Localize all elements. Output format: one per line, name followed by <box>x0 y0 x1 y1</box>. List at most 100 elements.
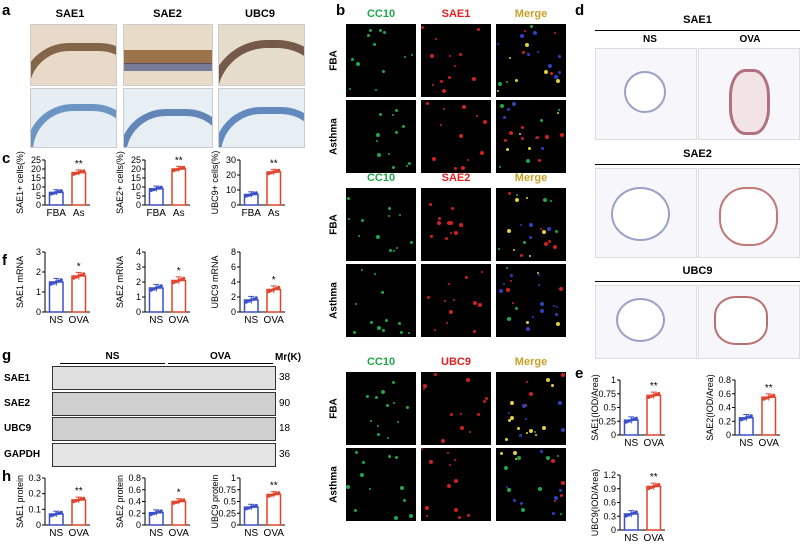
y-tick-label: 25 <box>131 155 141 165</box>
category-label: NS <box>244 528 258 539</box>
y-tick-label: 25 <box>31 155 41 165</box>
fluorescence-image <box>496 188 566 261</box>
y-tick-label: 0 <box>726 430 731 440</box>
y-tick-label: 30 <box>226 155 236 165</box>
data-point <box>57 511 61 515</box>
category-label: OVA <box>264 315 285 326</box>
fluorescence-image <box>421 264 491 337</box>
bar <box>761 396 777 436</box>
ihc-header-sae2: SAE2 <box>153 8 182 20</box>
y-tick-label: 6 <box>231 262 236 272</box>
panel-label-h: h <box>2 468 12 485</box>
y-tick-label: 0.3 <box>28 473 41 483</box>
data-point <box>177 499 181 504</box>
fluorescence-image <box>496 24 566 97</box>
significance-label: * <box>272 275 276 286</box>
y-tick-label: 0 <box>136 520 141 530</box>
channel-header: UBC9 <box>441 356 471 368</box>
data-point <box>654 483 658 488</box>
data-point <box>749 414 753 418</box>
data-point <box>157 285 161 289</box>
ihc-header-ubc9: UBC9 <box>245 8 275 20</box>
y-tick-label: 3 <box>136 262 141 272</box>
blot-band <box>52 417 276 441</box>
fluorescence-image <box>421 448 491 521</box>
y-axis-label: SAE1(IOD/Area) <box>590 374 600 441</box>
category-label: FBA <box>47 208 67 219</box>
ihc-image <box>218 24 305 86</box>
data-point <box>657 482 661 487</box>
data-point <box>254 296 258 300</box>
section-title-ubc9: UBC9 <box>682 265 713 277</box>
divider <box>595 281 800 282</box>
y-tick-label: 1 <box>136 292 141 302</box>
category-label: NS <box>739 438 753 449</box>
data-point <box>634 416 638 420</box>
y-tick-label: 10 <box>131 182 141 192</box>
y-tick-label: 0 <box>231 307 236 317</box>
fluorescence-image <box>346 100 416 173</box>
data-point <box>177 167 181 171</box>
ihc-header-sae1: SAE1 <box>55 8 85 20</box>
fluorescence-image <box>421 372 491 445</box>
category-label: NS <box>624 438 638 449</box>
data-point <box>154 187 158 191</box>
band-label: GAPDH <box>4 449 41 460</box>
data-point <box>267 172 271 176</box>
fluorescence-image <box>421 24 491 97</box>
fluorescence-image <box>346 448 416 521</box>
data-point <box>72 276 76 280</box>
y-tick-label: 20 <box>226 170 236 180</box>
y-tick-label: 1 <box>231 473 236 483</box>
col-label-ns: NS <box>643 34 657 45</box>
data-point <box>52 191 56 195</box>
y-tick-label: 0.2 <box>718 416 731 426</box>
data-point <box>267 290 271 294</box>
data-point <box>277 168 281 172</box>
data-point <box>249 505 253 509</box>
data-point <box>252 297 256 301</box>
y-tick-label: 0 <box>231 520 236 530</box>
data-point <box>244 507 248 511</box>
panel-label-g: g <box>2 347 12 364</box>
data-point <box>269 493 273 497</box>
category-label: OVA <box>169 528 190 539</box>
data-point <box>252 504 256 508</box>
category-label: NS <box>149 315 163 326</box>
data-point <box>154 286 158 290</box>
panel-label-a: a <box>2 2 11 19</box>
y-tick-label: 0.9 <box>603 484 616 494</box>
fluorescence-image <box>496 100 566 173</box>
group-bar <box>168 363 273 364</box>
y-axis-label: UBC9 protein <box>210 474 220 528</box>
panel-label-c: c <box>2 150 11 167</box>
data-point <box>159 284 163 288</box>
data-point <box>274 169 278 173</box>
data-point <box>747 415 751 419</box>
data-point <box>647 486 651 491</box>
data-point <box>49 282 53 286</box>
channel-header: SAE2 <box>441 172 471 184</box>
group-bar <box>60 363 165 364</box>
y-tick-label: 0.2 <box>28 489 41 499</box>
y-tick-label: 4 <box>231 277 236 287</box>
bar <box>646 485 662 531</box>
category-label: NS <box>624 533 638 544</box>
significance-label: * <box>77 261 81 272</box>
bar <box>71 275 87 313</box>
data-point <box>179 166 183 170</box>
data-point <box>767 395 771 399</box>
data-point <box>77 171 81 175</box>
data-point <box>249 192 253 197</box>
data-point <box>654 392 658 397</box>
data-point <box>149 288 153 292</box>
ihc-image <box>123 24 213 86</box>
ihc-image <box>123 88 213 148</box>
y-tick-label: 0.25 <box>598 416 616 426</box>
fluorescence-image <box>346 24 416 97</box>
y-tick-label: 0.5 <box>603 403 616 413</box>
divider <box>595 30 800 31</box>
y-tick-label: 8 <box>231 247 236 257</box>
band-label: UBC9 <box>4 423 32 434</box>
y-tick-label: 0 <box>36 520 41 530</box>
